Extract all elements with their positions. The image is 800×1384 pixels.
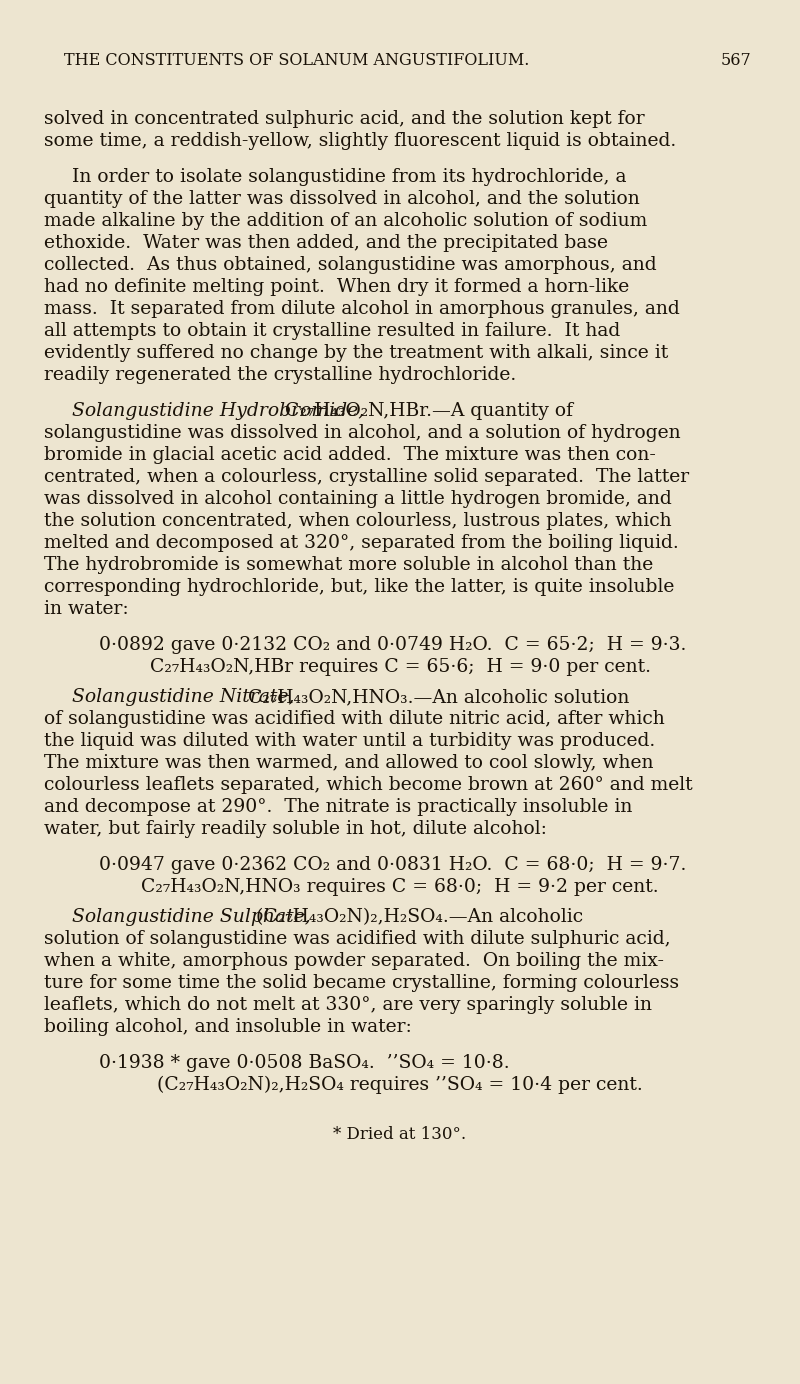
Text: C₂₇H₄₃O₂N,HBr requires C = 65·6;  H = 9·0 per cent.: C₂₇H₄₃O₂N,HBr requires C = 65·6; H = 9·0…: [150, 657, 650, 675]
Text: The mixture was then warmed, and allowed to cool slowly, when: The mixture was then warmed, and allowed…: [44, 754, 654, 772]
Text: in water:: in water:: [44, 601, 129, 619]
Text: (C₂₇H₄₃O₂N)₂,H₂SO₄ requires ’’SO₄ = 10·4 per cent.: (C₂₇H₄₃O₂N)₂,H₂SO₄ requires ’’SO₄ = 10·4…: [157, 1075, 643, 1095]
Text: 0·0947 gave 0·2362 CO₂ and 0·0831 H₂O.  C = 68·0;  H = 9·7.: 0·0947 gave 0·2362 CO₂ and 0·0831 H₂O. C…: [99, 855, 686, 875]
Text: had no definite melting point.  When dry it formed a horn-like: had no definite melting point. When dry …: [44, 278, 630, 296]
Text: the liquid was diluted with water until a turbidity was produced.: the liquid was diluted with water until …: [44, 732, 655, 750]
Text: C₂₇H₄₃O₂N,HNO₃.—An alcoholic solution: C₂₇H₄₃O₂N,HNO₃.—An alcoholic solution: [242, 688, 630, 706]
Text: centrated, when a colourless, crystalline solid separated.  The latter: centrated, when a colourless, crystallin…: [44, 468, 689, 486]
Text: * Dried at 130°.: * Dried at 130°.: [334, 1127, 466, 1143]
Text: 0·0892 gave 0·2132 CO₂ and 0·0749 H₂O.  C = 65·2;  H = 9·3.: 0·0892 gave 0·2132 CO₂ and 0·0749 H₂O. C…: [99, 637, 686, 655]
Text: ethoxide.  Water was then added, and the precipitated base: ethoxide. Water was then added, and the …: [44, 234, 608, 252]
Text: corresponding hydrochloride, but, like the latter, is quite insoluble: corresponding hydrochloride, but, like t…: [44, 579, 674, 597]
Text: solangustidine was dissolved in alcohol, and a solution of hydrogen: solangustidine was dissolved in alcohol,…: [44, 424, 681, 441]
Text: solved in concentrated sulphuric acid, and the solution kept for: solved in concentrated sulphuric acid, a…: [44, 109, 645, 127]
Text: all attempts to obtain it crystalline resulted in failure.  It had: all attempts to obtain it crystalline re…: [44, 322, 620, 340]
Text: Solangustidine Sulphate,: Solangustidine Sulphate,: [72, 908, 310, 926]
Text: made alkaline by the addition of an alcoholic solution of sodium: made alkaline by the addition of an alco…: [44, 212, 647, 230]
Text: mass.  It separated from dilute alcohol in amorphous granules, and: mass. It separated from dilute alcohol i…: [44, 300, 680, 318]
Text: some time, a reddish-yellow, slightly fluorescent liquid is obtained.: some time, a reddish-yellow, slightly fl…: [44, 131, 676, 149]
Text: and decompose at 290°.  The nitrate is practically insoluble in: and decompose at 290°. The nitrate is pr…: [44, 799, 632, 817]
Text: quantity of the latter was dissolved in alcohol, and the solution: quantity of the latter was dissolved in …: [44, 190, 640, 208]
Text: ture for some time the solid became crystalline, forming colourless: ture for some time the solid became crys…: [44, 974, 679, 992]
Text: 567: 567: [720, 53, 751, 69]
Text: was dissolved in alcohol containing a little hydrogen bromide, and: was dissolved in alcohol containing a li…: [44, 490, 672, 508]
Text: 0·1938 * gave 0·0508 BaSO₄.  ’’SO₄ = 10·8.: 0·1938 * gave 0·0508 BaSO₄. ’’SO₄ = 10·8…: [99, 1055, 510, 1073]
Text: the solution concentrated, when colourless, lustrous plates, which: the solution concentrated, when colourle…: [44, 512, 672, 530]
Text: boiling alcohol, and insoluble in water:: boiling alcohol, and insoluble in water:: [44, 1019, 412, 1037]
Text: C₂₇H₄₃O₂N,HBr.—A quantity of: C₂₇H₄₃O₂N,HBr.—A quantity of: [279, 401, 573, 419]
Text: evidently suffered no change by the treatment with alkali, since it: evidently suffered no change by the trea…: [44, 345, 668, 363]
Text: C₂₇H₄₃O₂N,HNO₃ requires C = 68·0;  H = 9·2 per cent.: C₂₇H₄₃O₂N,HNO₃ requires C = 68·0; H = 9·…: [141, 877, 659, 895]
Text: leaflets, which do not melt at 330°, are very sparingly soluble in: leaflets, which do not melt at 330°, are…: [44, 996, 652, 1014]
Text: when a white, amorphous powder separated.  On boiling the mix-: when a white, amorphous powder separated…: [44, 952, 664, 970]
Text: The hydrobromide is somewhat more soluble in alcohol than the: The hydrobromide is somewhat more solubl…: [44, 556, 654, 574]
Text: In order to isolate solangustidine from its hydrochloride, a: In order to isolate solangustidine from …: [72, 167, 626, 185]
Text: collected.  As thus obtained, solangustidine was amorphous, and: collected. As thus obtained, solangustid…: [44, 256, 657, 274]
Text: solution of solangustidine was acidified with dilute sulphuric acid,: solution of solangustidine was acidified…: [44, 930, 670, 948]
Text: colourless leaflets separated, which become brown at 260° and melt: colourless leaflets separated, which bec…: [44, 776, 693, 794]
Text: water, but fairly readily soluble in hot, dilute alcohol:: water, but fairly readily soluble in hot…: [44, 819, 547, 837]
Text: readily regenerated the crystalline hydrochloride.: readily regenerated the crystalline hydr…: [44, 365, 516, 383]
Text: Solangustidine Nitrate,: Solangustidine Nitrate,: [72, 688, 294, 706]
Text: bromide in glacial acetic acid added.  The mixture was then con-: bromide in glacial acetic acid added. Th…: [44, 446, 656, 464]
Text: melted and decomposed at 320°, separated from the boiling liquid.: melted and decomposed at 320°, separated…: [44, 534, 678, 552]
Text: THE CONSTITUENTS OF SOLANUM ANGUSTIFOLIUM.: THE CONSTITUENTS OF SOLANUM ANGUSTIFOLIU…: [64, 53, 530, 69]
Text: Solangustidine Hydrobromide,: Solangustidine Hydrobromide,: [72, 401, 364, 419]
Text: of solangustidine was acidified with dilute nitric acid, after which: of solangustidine was acidified with dil…: [44, 710, 665, 728]
Text: (C₂₇H₄₃O₂N)₂,H₂SO₄.—An alcoholic: (C₂₇H₄₃O₂N)₂,H₂SO₄.—An alcoholic: [250, 908, 582, 926]
